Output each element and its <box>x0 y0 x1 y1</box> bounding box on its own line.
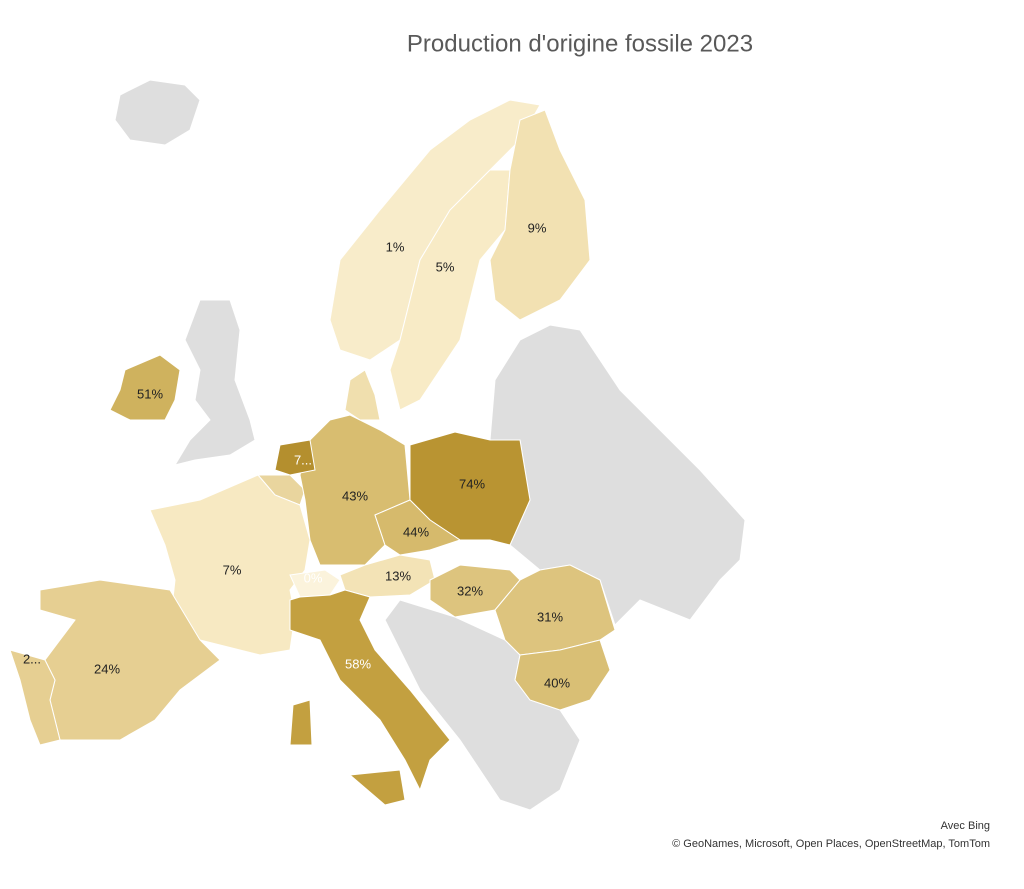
region-label: 13% <box>385 568 411 583</box>
region-label: 74% <box>459 476 485 491</box>
region-label: 7% <box>223 562 242 577</box>
country-shape <box>9 649 61 746</box>
region-label: 31% <box>537 609 563 624</box>
region-label: 2... <box>23 651 41 666</box>
country-shape <box>389 169 511 411</box>
country-shape <box>489 109 591 321</box>
region-label: 40% <box>544 675 570 690</box>
region-label: 5% <box>436 259 455 274</box>
country-shape <box>348 769 406 806</box>
region-label: 58% <box>345 656 371 671</box>
country-shape <box>489 324 746 626</box>
country-shape <box>289 569 341 598</box>
country-shape <box>289 699 313 746</box>
region-label: 43% <box>342 488 368 503</box>
region-label: 1% <box>386 239 405 254</box>
country-shape <box>39 579 221 741</box>
region-label: 44% <box>403 524 429 539</box>
region-label: 32% <box>457 583 483 598</box>
country-shape <box>494 564 616 656</box>
region-label: 0% <box>304 570 323 585</box>
background-countries <box>114 79 746 811</box>
region-label: 7... <box>294 452 312 467</box>
country-shape <box>299 414 411 566</box>
regions <box>9 99 616 806</box>
country-shape <box>109 354 181 421</box>
country-shape <box>329 99 541 361</box>
region-labels: 51% 1% 5% 9% 43% 7... 74% 44% 7% 0% 13% 58% 32% 31% 40… <box>23 220 570 690</box>
region-label: 9% <box>528 220 547 235</box>
attribution: Avec Bing <box>941 820 990 832</box>
map-title: Production d'origine fossile 2023 <box>407 30 753 57</box>
country-shape <box>514 639 611 711</box>
attribution: © GeoNames, Microsoft, Open Places, Open… <box>672 838 990 850</box>
country-shape <box>289 589 451 792</box>
region-label: 51% <box>137 386 163 401</box>
country-shape <box>114 79 201 146</box>
country-shape <box>374 499 462 556</box>
country-shape <box>274 439 316 476</box>
region-label: 24% <box>94 661 120 676</box>
country-shape <box>344 369 381 421</box>
country-shape <box>173 299 256 466</box>
